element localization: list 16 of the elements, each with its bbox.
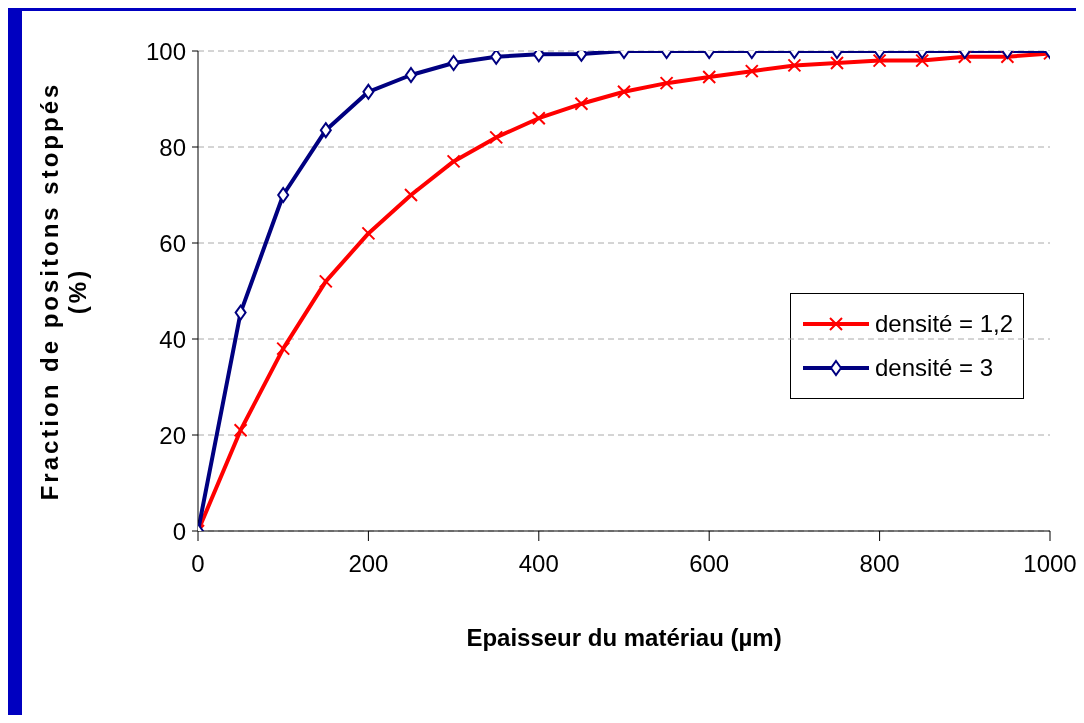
x-tick-label: 1000 <box>1023 550 1077 578</box>
x-tick-label: 0 <box>191 550 205 578</box>
y-tick-label: 80 <box>159 133 186 161</box>
y-tick-label: 60 <box>159 229 186 257</box>
legend-label: densité = 1,2 <box>875 310 1014 338</box>
legend-label: densité = 3 <box>875 354 994 382</box>
x-tick-label: 200 <box>348 550 389 578</box>
y-tick-label: 100 <box>145 37 186 65</box>
y-tick-label: 0 <box>172 517 186 545</box>
x-tick-label: 400 <box>518 550 559 578</box>
y-tick-label: 20 <box>159 421 186 449</box>
x-tick-label: 800 <box>859 550 900 578</box>
y-axis-title: Fraction de positons stoppés (%) <box>36 81 91 501</box>
y-tick-label: 40 <box>159 325 186 353</box>
x-axis-title: Epaisseur du matériau (µm) <box>466 624 782 651</box>
x-tick-label: 600 <box>689 550 730 578</box>
